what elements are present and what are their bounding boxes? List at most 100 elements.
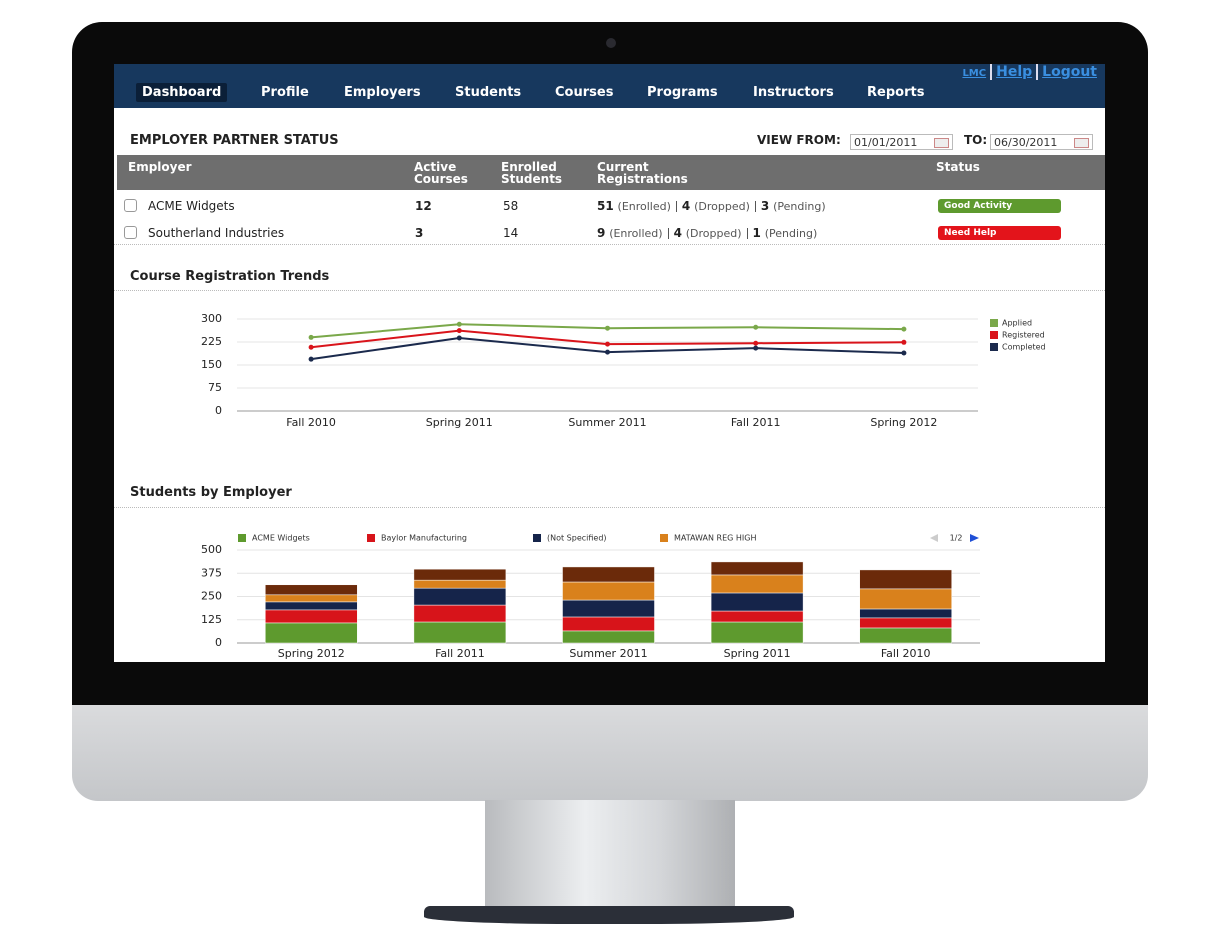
legend-swatch (990, 331, 998, 339)
y-tick-label: 75 (208, 381, 222, 394)
y-tick-label: 225 (201, 335, 222, 348)
point (605, 349, 610, 355)
bar-segment (859, 608, 952, 619)
checkbox[interactable] (124, 199, 137, 212)
bar-segment (413, 568, 507, 581)
bar-segment (710, 592, 804, 612)
bar-segment (710, 610, 804, 623)
legend-label: Registered (1002, 331, 1045, 340)
x-tick-label: Summer 2011 (568, 416, 646, 429)
x-tick-label: Spring 2011 (426, 416, 493, 429)
view-from-label: VIEW FROM: (757, 133, 841, 147)
header-link[interactable]: Help (990, 64, 1036, 80)
from-date[interactable]: 01/01/2011 (850, 134, 953, 150)
bar-segment (562, 599, 655, 618)
nav-item[interactable]: Instructors (753, 85, 834, 100)
point (308, 334, 314, 340)
legend-swatch (990, 319, 998, 327)
bar-segment (710, 574, 804, 594)
employer-name: Southerland Industries (148, 226, 285, 240)
monitor-base (424, 906, 794, 924)
pagination: 1/2 (950, 534, 963, 543)
employer-name: ACME Widgets (148, 199, 235, 213)
registration-label: (Enrolled) (609, 227, 663, 240)
next-page[interactable] (970, 534, 979, 542)
bar-segment (562, 616, 655, 632)
legend-swatch (533, 534, 541, 542)
column-header: Current Registrations (597, 160, 688, 186)
nav-item[interactable]: Profile (261, 85, 309, 100)
nav-item[interactable]: Employers (344, 85, 421, 100)
y-tick-label: 250 (201, 590, 222, 603)
nav-item[interactable]: Students (455, 85, 522, 100)
enrolled-students: 58 (503, 199, 519, 213)
y-tick-label: 0 (215, 636, 222, 649)
screen: Dashboard Profile Employers Students Courses… (114, 64, 1105, 662)
x-tick-label: Fall 2010 (881, 647, 931, 660)
bar-segment (710, 561, 804, 576)
enrolled-students: 14 (503, 226, 519, 240)
bar-segment (562, 630, 655, 644)
table-row: Southerland Industries 3 14 9 (Enrolled) 4 (… (114, 219, 1061, 246)
bar-segment (859, 569, 952, 590)
monitor-stand (485, 800, 735, 912)
divider (114, 290, 1105, 291)
bar-segment (265, 609, 358, 624)
registration-count: 9 (597, 226, 606, 240)
nav-item[interactable]: Programs (647, 85, 718, 100)
bar-segment (265, 601, 358, 611)
x-tick-label: Spring 2011 (724, 647, 791, 660)
separator (675, 201, 677, 212)
header-link[interactable]: Logout (1036, 64, 1101, 80)
point (605, 325, 610, 331)
y-tick-label: 150 (201, 358, 222, 371)
registrations: 51 (Enrolled) 4 (Dropped) 3 (Pending) (597, 199, 826, 213)
checkbox[interactable] (124, 226, 137, 239)
header-links: LMC Help Logout (958, 64, 1101, 80)
separator (667, 228, 669, 239)
bar-segment (413, 604, 507, 623)
y-tick-label: 500 (201, 543, 222, 556)
column-header: Status (936, 160, 980, 174)
charts: 0 75 150 225 300 Fall 2010 Spring 2011 Summer 2… (201, 312, 1046, 660)
status-badge: Good Activity (938, 199, 1061, 213)
point (753, 340, 759, 346)
nav-item[interactable]: Courses (555, 85, 614, 100)
bar-segment (413, 579, 507, 589)
bar-segment (562, 581, 655, 601)
x-tick-label: Summer 2011 (569, 647, 647, 660)
nav-item[interactable]: Dashboard (136, 83, 228, 102)
x-tick-label: Fall 2011 (731, 416, 781, 429)
bar-segment (265, 622, 358, 644)
registration-label: (Enrolled) (617, 200, 671, 213)
to-date[interactable]: 06/30/2011 (990, 134, 1093, 150)
legend-label: MATAWAN REG HIGH (674, 534, 756, 543)
point (605, 341, 610, 347)
point (753, 345, 759, 351)
to-label: TO: (964, 133, 988, 147)
active-courses: 3 (415, 226, 424, 240)
bar-segment (562, 566, 655, 583)
panel-title: EMPLOYER PARTNER STATUS (130, 133, 339, 148)
y-tick-label: 125 (201, 613, 222, 626)
x-tick-label: Spring 2012 (278, 647, 345, 660)
y-tick-label: 0 (215, 404, 222, 417)
line-series (310, 337, 904, 361)
column-header: Employer (128, 160, 192, 174)
x-tick-label: Fall 2010 (286, 416, 336, 429)
registration-label: (Pending) (773, 200, 826, 213)
active-courses: 12 (415, 199, 432, 213)
prev-page[interactable] (930, 534, 938, 542)
registration-count: 3 (760, 199, 770, 213)
bar-segment (265, 584, 358, 596)
bar-segment (859, 617, 952, 629)
point (308, 344, 314, 350)
separator (754, 201, 756, 212)
header-link[interactable]: LMC (962, 68, 987, 79)
column-header: Active Courses (414, 160, 468, 186)
legend-label: Baylor Manufacturing (381, 534, 467, 543)
nav-item[interactable]: Reports (867, 85, 925, 100)
divider (114, 507, 1105, 508)
bar-segment (413, 587, 507, 606)
